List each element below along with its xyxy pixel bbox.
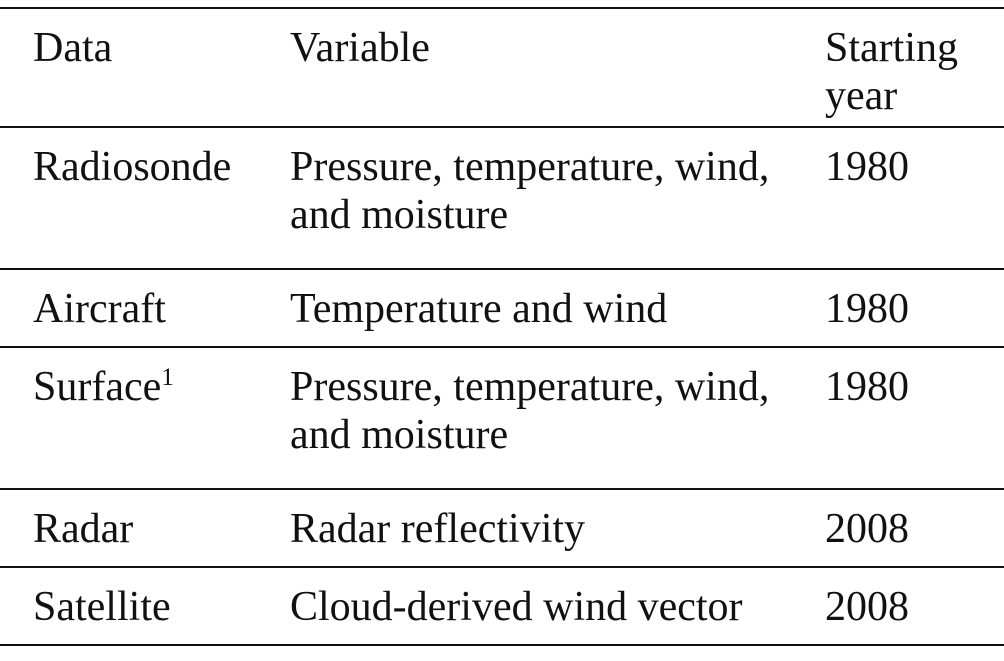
- cell-data: Radar: [0, 489, 290, 568]
- header-row: Data Variable Starting year: [0, 7, 1004, 128]
- cell-data: Aircraft: [0, 269, 290, 348]
- cell-variable: Temperature and wind: [290, 269, 825, 348]
- data-source-label: Satellite: [33, 584, 171, 630]
- cell-data: Radiosonde: [0, 127, 290, 270]
- data-source-label: Radiosonde: [33, 144, 232, 190]
- table-row: Radar Radar reflectivity 2008: [0, 489, 1004, 568]
- cell-starting-year: 1980: [825, 269, 1004, 348]
- cell-variable: Radar reflectivity: [290, 489, 825, 568]
- data-source-label: Surface: [33, 364, 162, 410]
- table-container: Data Variable Starting year Radiosonde P…: [0, 7, 1004, 646]
- column-header-variable: Variable: [290, 7, 825, 128]
- cell-starting-year: 2008: [825, 489, 1004, 568]
- cell-data: Surface1: [0, 347, 290, 490]
- data-source-label: Aircraft: [33, 286, 166, 332]
- column-header-starting-year: Starting year: [825, 7, 1004, 128]
- table-row: Surface1 Pressure, temperature, wind, an…: [0, 347, 1004, 490]
- table-row: Satellite Cloud-derived wind vector 2008: [0, 567, 1004, 646]
- column-header-data: Data: [0, 7, 290, 128]
- cell-starting-year: 1980: [825, 347, 1004, 490]
- cell-variable: Pressure, temperature, wind, and moistur…: [290, 347, 825, 490]
- cell-data: Satellite: [0, 567, 290, 646]
- cell-variable: Pressure, temperature, wind, and moistur…: [290, 127, 825, 270]
- cell-starting-year: 2008: [825, 567, 1004, 646]
- observation-data-table: Data Variable Starting year Radiosonde P…: [0, 7, 1004, 646]
- footnote-marker: 1: [161, 364, 174, 391]
- data-source-label: Radar: [33, 506, 134, 552]
- cell-variable: Cloud-derived wind vector: [290, 567, 825, 646]
- table-row: Radiosonde Pressure, temperature, wind, …: [0, 127, 1004, 270]
- cell-starting-year: 1980: [825, 127, 1004, 270]
- table-row: Aircraft Temperature and wind 1980: [0, 269, 1004, 348]
